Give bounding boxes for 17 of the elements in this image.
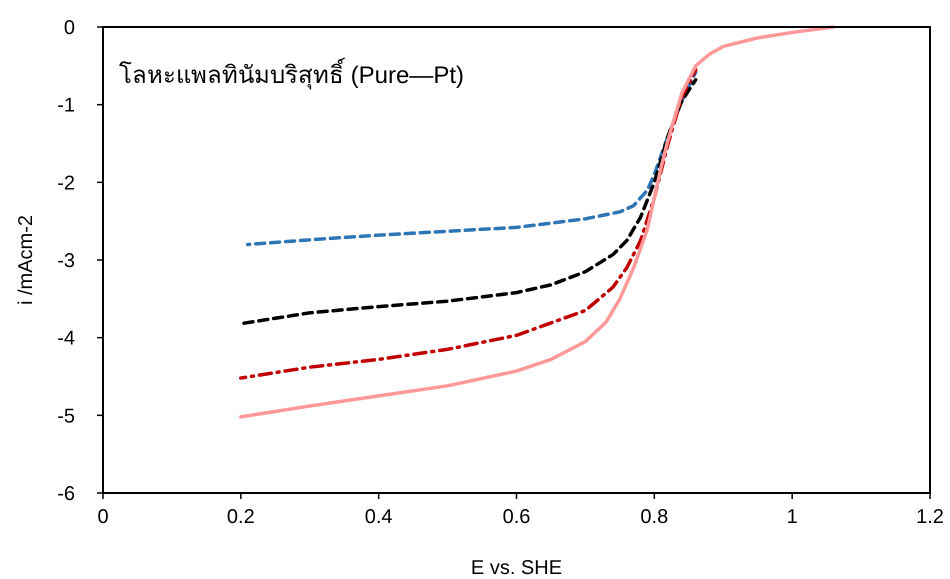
x-tick-label: 1.2 — [916, 506, 944, 528]
y-tick-label: -1 — [57, 94, 75, 117]
y-tick-label: -3 — [57, 250, 75, 272]
x-tick-label: 0.4 — [364, 506, 393, 528]
y-tick-label: -4 — [57, 328, 75, 350]
x-tick-label: 1 — [786, 506, 798, 528]
x-tick-label: 0 — [97, 506, 109, 528]
y-axis-title: i /mAcm-2 — [15, 215, 37, 305]
annotation: โลหะแพลทินัมบริสุทธิ์ (Pure—Pt) — [119, 57, 464, 90]
x-tick-label: 0.8 — [640, 506, 668, 528]
x-axis-title: E vs. SHE — [470, 557, 562, 579]
y-tick-label: -5 — [57, 405, 75, 428]
x-tick-label: 0.2 — [226, 506, 255, 528]
y-tick-label: 0 — [64, 17, 75, 39]
y-tick-label: -6 — [57, 483, 75, 505]
y-tick-label: -2 — [57, 172, 75, 194]
x-tick-label: 0.6 — [502, 506, 530, 528]
